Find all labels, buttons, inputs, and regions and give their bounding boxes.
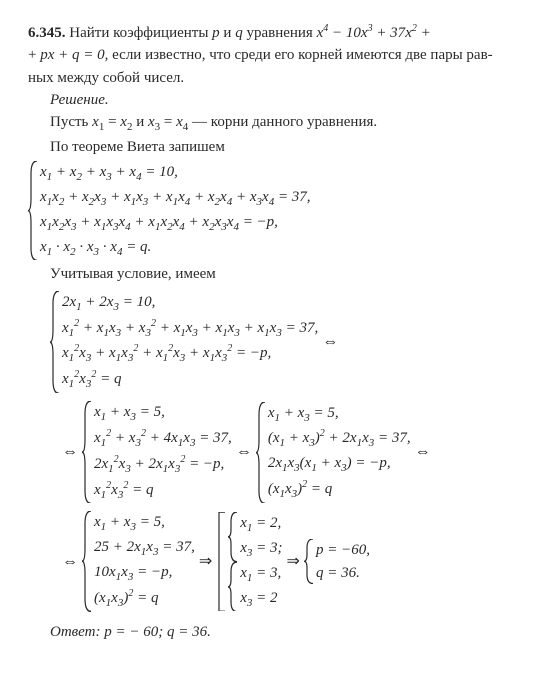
eq-row: x12x3 + x1x32 + x12x3 + x1x32 = −p, bbox=[62, 342, 318, 366]
brace-icon bbox=[228, 512, 238, 562]
brace-icon bbox=[304, 539, 314, 584]
eq-row: 2x12x3 + 2x1x32 = −p, bbox=[94, 453, 232, 477]
eq-row: x1 = 2, bbox=[240, 513, 282, 536]
eq-row: (x1x3)2 = q bbox=[268, 478, 411, 502]
eq-row: x12x32 = q bbox=[94, 479, 232, 503]
system-5: x1 + x3 = 5, 25 + 2x1x3 = 37, 10x1x3 = −… bbox=[92, 511, 195, 611]
eq-row: q = 36. bbox=[316, 563, 370, 583]
eq-row: 10x1x3 = −p, bbox=[94, 562, 195, 585]
bracket-icon bbox=[216, 512, 226, 611]
iff-icon: ⇔ bbox=[318, 331, 342, 353]
solution-label: Решение. bbox=[50, 90, 522, 110]
eq-row: x1 + x3 = 5, bbox=[94, 512, 195, 535]
system-2: 2x1 + 2x3 = 10, x12 + x1x3 + x32 + x1x3 … bbox=[60, 291, 318, 393]
eq-row: x1x2x3 + x1x3x4 + x1x2x4 + x2x3x4 = −p, bbox=[40, 212, 311, 235]
equation: x4 − 10x3 + 37x2 + bbox=[317, 25, 431, 41]
text: По теореме Виета запишем bbox=[50, 137, 522, 157]
eq-row: x12 + x1x3 + x32 + x1x3 + x1x3 + x1x3 = … bbox=[62, 317, 318, 341]
eq-row: (x1 + x3)2 + 2x1x3 = 37, bbox=[268, 427, 411, 451]
brace-icon bbox=[50, 291, 60, 393]
system-3: x1 + x3 = 5, x12 + x32 + 4x1x3 = 37, 2x1… bbox=[92, 401, 232, 503]
system-6: x1 = 2, x3 = 3; x1 = 3, x3 = 2 bbox=[226, 512, 282, 611]
brace-icon bbox=[82, 511, 92, 611]
eq-row: x1x2 + x2x3 + x1x3 + x1x4 + x2x4 + x3x4 … bbox=[40, 187, 311, 210]
iff-icon: ⇔ bbox=[411, 441, 435, 463]
var-q: q bbox=[235, 25, 243, 41]
brace-icon bbox=[256, 402, 266, 503]
text: Учитывая условие, имеем bbox=[50, 264, 522, 284]
eq-row: 25 + 2x1x3 = 37, bbox=[94, 537, 195, 560]
text: и bbox=[220, 25, 236, 41]
eq-row: x1 + x2 + x3 + x4 = 10, bbox=[40, 162, 311, 185]
eq-row: x1 + x3 = 5, bbox=[268, 403, 411, 426]
iff-icon: ⇔ bbox=[58, 551, 82, 573]
eq-row: x1 + x3 = 5, bbox=[94, 402, 232, 425]
eq-row: x3 = 2 bbox=[240, 588, 281, 611]
equation-cont: px + q = 0, bbox=[40, 47, 108, 63]
eq-row: x12 + x32 + 4x1x3 = 37, bbox=[94, 427, 232, 451]
text: уравнения bbox=[243, 25, 317, 41]
text: если известно, что среди его корней имею… bbox=[108, 47, 492, 63]
text: Найти коэффициенты bbox=[69, 25, 212, 41]
text: Пусть x1 = x2 и x3 = x4 — корни данного … bbox=[50, 112, 522, 135]
brace-icon bbox=[82, 401, 92, 503]
eq-row: 2x1 + 2x3 = 10, bbox=[62, 292, 318, 315]
problem-number: 6.345. bbox=[28, 25, 66, 41]
answer-label: Ответ: bbox=[50, 624, 100, 640]
eq-row: 2x1x3(x1 + x3) = −p, bbox=[268, 453, 411, 476]
system-1: x1 + x2 + x3 + x4 = 10, x1x2 + x2x3 + x1… bbox=[38, 161, 311, 260]
eq-row: x1 = 3, bbox=[240, 563, 281, 586]
var-p: p bbox=[212, 25, 220, 41]
answer-text: p = − 60; q = 36. bbox=[100, 624, 210, 640]
eq-row: (x1x3)2 = q bbox=[94, 587, 195, 611]
eq-row: x3 = 3; bbox=[240, 538, 282, 561]
eq-row: x12x32 = q bbox=[62, 368, 318, 392]
eq-row: x1 · x2 · x3 · x4 = q. bbox=[40, 237, 311, 260]
eq-row: p = −60, bbox=[316, 540, 370, 560]
brace-icon bbox=[228, 562, 238, 612]
text: + bbox=[28, 47, 40, 63]
iff-icon: ⇔ bbox=[232, 441, 256, 463]
implies-icon: ⇒ bbox=[283, 551, 304, 573]
brace-icon bbox=[28, 161, 38, 260]
system-4: x1 + x3 = 5, (x1 + x3)2 + 2x1x3 = 37, 2x… bbox=[266, 402, 411, 503]
implies-icon: ⇒ bbox=[195, 551, 216, 573]
iff-icon: ⇔ bbox=[58, 441, 82, 463]
system-7: p = −60, q = 36. bbox=[314, 539, 370, 584]
text: ных между собой чисел. bbox=[28, 68, 522, 88]
